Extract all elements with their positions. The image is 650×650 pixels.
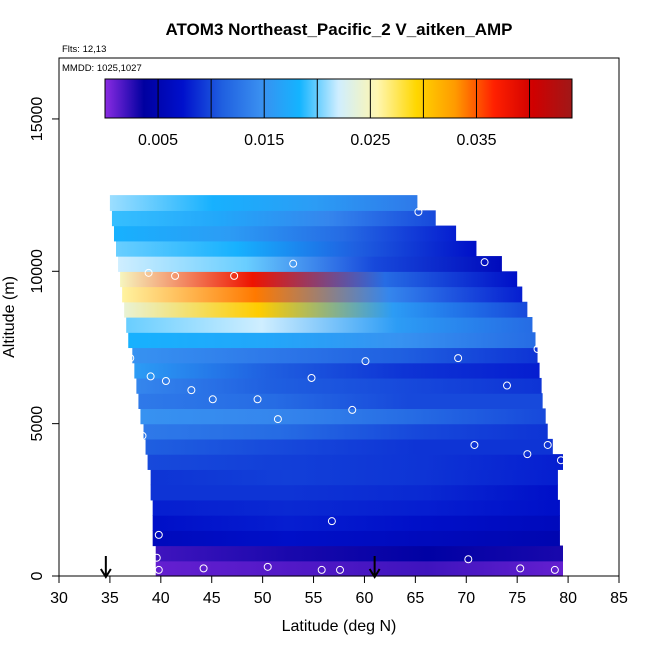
sample-point [126, 354, 135, 363]
sample-point [138, 431, 147, 440]
colorbar-tick-label: 0.015 [244, 132, 284, 149]
sample-points-layer [126, 207, 565, 574]
sample-point [161, 376, 170, 385]
heatmap-band [155, 545, 563, 562]
heatmap-band [150, 469, 558, 486]
heatmap-band [109, 195, 418, 211]
sample-point [336, 565, 345, 574]
colorbar-frame [104, 78, 573, 119]
sample-point [230, 271, 239, 280]
latitude-arrow [99, 556, 112, 579]
y-tick-label: 15000 [29, 97, 46, 142]
chart-title: ATOM3 Northeast_Pacific_2 V_aitken_AMP [165, 20, 512, 39]
x-tick-label: 60 [356, 590, 374, 607]
sample-point [516, 564, 525, 573]
x-tick-label: 50 [254, 590, 272, 607]
heatmap-layer [109, 195, 563, 577]
heatmap-band [134, 362, 540, 379]
sample-point [348, 405, 357, 414]
sample-point [253, 395, 262, 404]
colorbar: 0.005 0.015 0.025 0.035 [104, 78, 573, 149]
x-tick-label: 55 [305, 590, 323, 607]
sample-point [550, 565, 559, 574]
heatmap-band [150, 484, 558, 501]
heatmap-band [152, 499, 560, 516]
sample-point [543, 440, 552, 449]
sample-point [361, 357, 370, 366]
sample-point [503, 381, 511, 390]
colorbar-tick-label: 0.005 [138, 132, 178, 149]
x-tick-label: 75 [508, 590, 526, 607]
plot-frame [58, 57, 620, 577]
x-tick-label: 80 [559, 590, 577, 607]
y-axis: 0 5000 10000 15000 [29, 97, 59, 580]
colorbar-ramp [105, 79, 572, 118]
sample-point [454, 354, 463, 363]
x-tick-label: 40 [152, 590, 170, 607]
sample-point [199, 564, 208, 573]
sample-point [171, 271, 180, 280]
heatmap-band [118, 256, 502, 272]
sample-point [414, 207, 423, 216]
sample-point [533, 344, 542, 353]
sample-point [307, 373, 316, 382]
heatmap-band [155, 560, 563, 577]
heatmap-band [136, 377, 542, 394]
sample-point [273, 415, 282, 424]
sample-point [144, 268, 153, 277]
sample-point [263, 562, 272, 571]
sample-point [464, 555, 473, 564]
dates-note: MMDD: 1025,1027 [62, 63, 142, 74]
sample-point [523, 450, 532, 459]
sample-point [327, 517, 336, 526]
sample-point [146, 372, 155, 381]
heatmap-band [152, 515, 560, 531]
heatmap-band [152, 530, 560, 547]
y-axis-label: Altitude (m) [1, 276, 18, 358]
sample-point [152, 553, 161, 562]
x-tick-label: 85 [610, 590, 628, 607]
y-tick-label: 0 [29, 571, 46, 580]
x-tick-label: 65 [406, 590, 424, 607]
sample-point [187, 386, 196, 395]
arrow-markers-layer [99, 556, 381, 579]
x-axis: 30 35 40 45 50 55 60 65 70 75 80 85 [50, 576, 628, 607]
sample-point [480, 258, 489, 267]
heatmap-band [147, 454, 563, 470]
heatmap-band [140, 408, 546, 425]
heatmap-band [132, 347, 538, 364]
sample-point [208, 395, 217, 404]
heatmap-band [124, 301, 528, 318]
x-axis-label: Latitude (deg N) [282, 618, 397, 635]
sample-point [470, 440, 479, 449]
heatmap-band [116, 240, 477, 257]
heatmap-band [128, 332, 536, 349]
heatmap-band [113, 225, 457, 242]
heatmap-band [143, 423, 548, 440]
y-tick-label: 10000 [29, 249, 46, 294]
sample-point [154, 530, 163, 539]
flights-note: Flts: 12,13 [62, 44, 106, 55]
x-tick-label: 35 [101, 590, 119, 607]
y-tick-label: 5000 [29, 406, 46, 442]
sample-point [154, 565, 163, 574]
heatmap-band [120, 271, 518, 288]
x-tick-label: 30 [50, 590, 68, 607]
sample-point [556, 456, 565, 465]
heatmap-band [111, 210, 436, 227]
x-tick-label: 45 [203, 590, 221, 607]
heatmap-band [145, 438, 553, 455]
sample-point [289, 259, 298, 268]
x-tick-label: 70 [457, 590, 475, 607]
sample-point [317, 565, 326, 574]
latitude-arrow [368, 556, 381, 579]
heatmap-band [126, 317, 533, 333]
heatmap-band [122, 286, 523, 303]
colorbar-tick-label: 0.035 [456, 132, 496, 149]
heatmap-band [138, 393, 543, 410]
colorbar-tick-label: 0.025 [350, 132, 390, 149]
